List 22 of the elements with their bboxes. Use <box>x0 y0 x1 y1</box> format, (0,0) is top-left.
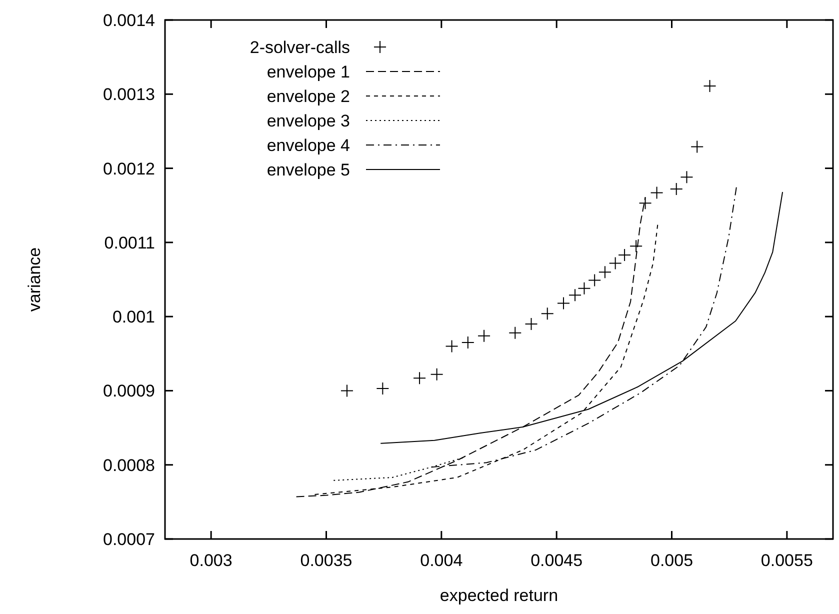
legend-label: envelope 3 <box>266 112 350 130</box>
x-tick-label: 0.005 <box>650 551 694 570</box>
y-tick-label: 0.0009 <box>103 382 155 401</box>
legend-label: envelope 1 <box>266 62 350 82</box>
legend-label: envelope 2 <box>266 87 350 106</box>
y-tick-label: 0.0008 <box>103 456 155 475</box>
x-tick-label: 0.004 <box>420 551 463 570</box>
y-tick-label: 0.0013 <box>103 85 155 104</box>
x-axis-title: expected return <box>440 586 558 605</box>
x-tick-label: 0.0055 <box>760 551 813 570</box>
y-tick-label: 0.0014 <box>103 11 155 30</box>
legend-label: 2-solver-calls <box>250 38 350 57</box>
y-axis-title: variance <box>25 247 44 312</box>
y-tick-label: 0.0012 <box>103 159 155 178</box>
x-tick-label: 0.0035 <box>300 551 352 570</box>
legend-label: envelope 4 <box>266 136 350 155</box>
y-tick-label: 0.001 <box>112 308 155 327</box>
y-tick-label: 0.0007 <box>103 530 155 549</box>
x-tick-label: 0.003 <box>190 551 232 570</box>
y-tick-label: 0.0011 <box>104 233 155 252</box>
x-tick-label: 0.0045 <box>530 551 583 570</box>
legend-label: envelope 5 <box>266 160 350 180</box>
